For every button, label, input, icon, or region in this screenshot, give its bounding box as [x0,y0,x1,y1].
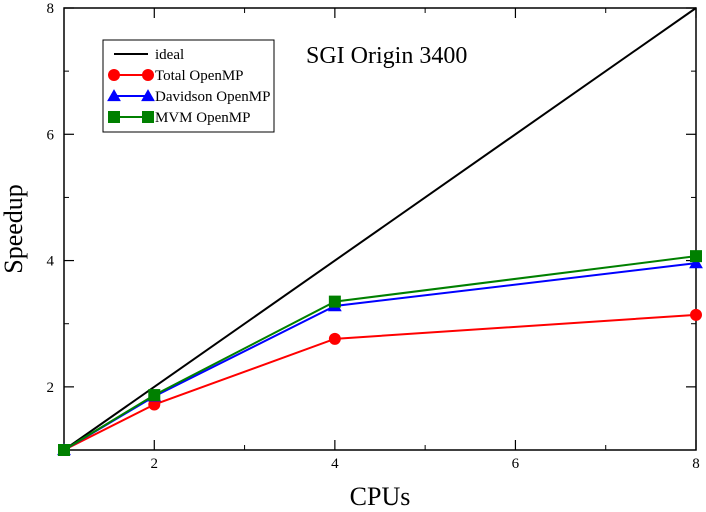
x-tick-label: 8 [692,456,700,472]
series-line [63,262,697,451]
series-line [63,7,697,451]
triangle-marker [107,89,121,102]
square-marker [142,111,154,123]
triangle-marker [141,89,155,102]
legend-entry: Total OpenMP [108,68,244,84]
y-tick-label: 8 [47,1,55,17]
series-total-openmp [58,308,702,456]
circle-marker [108,69,120,81]
legend-label: Total OpenMP [155,68,244,84]
series-mvm-openmp [58,250,702,456]
y-tick-label: 4 [47,254,55,270]
square-marker [148,389,161,402]
square-marker [690,250,702,263]
circle-marker [142,69,154,81]
legend-entry: MVM OpenMP [108,110,250,126]
y-tick-label: 2 [47,380,55,396]
square-marker [108,111,120,123]
x-tick-label: 6 [512,456,520,472]
y-axis-label: Speedup [0,184,28,274]
legend-entry: Davidson OpenMP [107,89,270,105]
x-axis-label: CPUs [350,482,411,511]
series-line [63,255,697,451]
x-tick-label: 4 [331,456,339,472]
legend-label: MVM OpenMP [155,110,250,126]
legend-entry: ideal [114,47,184,63]
legend: ideal Total OpenMP Davidson OpenMP MVM Open… [102,39,275,133]
chart-title: SGI Origin 3400 [306,43,467,69]
legend-label: Davidson OpenMP [155,89,270,105]
plot-frame [63,7,697,451]
series-ideal [63,7,697,451]
x-tick-label: 2 [151,456,159,472]
legend-label: ideal [155,47,184,63]
square-marker [58,444,70,456]
series-line [63,313,697,451]
series-davidson-openmp [57,256,703,456]
triangle-marker [689,256,703,269]
circle-marker [148,398,161,411]
square-marker [328,295,341,308]
circle-marker [690,308,702,321]
circle-marker [328,332,341,345]
y-tick-label: 6 [47,127,55,143]
series-layer [57,7,703,456]
